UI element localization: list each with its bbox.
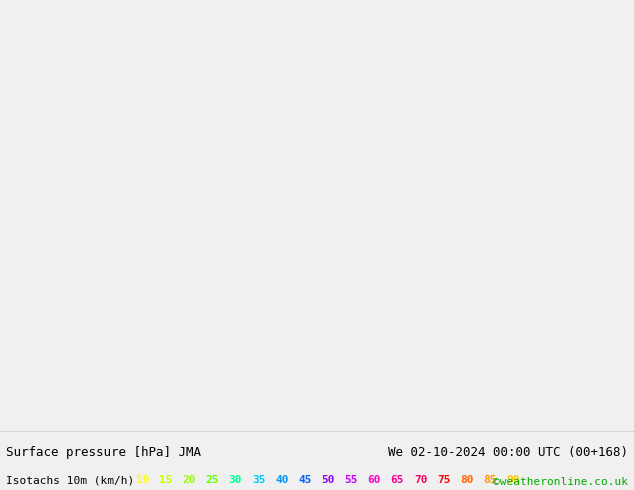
Text: 80: 80 [460,475,474,485]
Text: 75: 75 [437,475,450,485]
Text: 35: 35 [252,475,266,485]
Text: 50: 50 [321,475,335,485]
Text: 85: 85 [483,475,496,485]
Text: 90: 90 [507,475,520,485]
Text: 40: 40 [275,475,288,485]
Text: We 02-10-2024 00:00 UTC (00+168): We 02-10-2024 00:00 UTC (00+168) [387,446,628,459]
Text: 20: 20 [183,475,196,485]
Text: Surface pressure [hPa] JMA: Surface pressure [hPa] JMA [6,446,202,459]
Text: 65: 65 [391,475,404,485]
Text: 30: 30 [229,475,242,485]
Text: 45: 45 [298,475,312,485]
Text: 70: 70 [414,475,427,485]
Text: ©weatheronline.co.uk: ©weatheronline.co.uk [493,477,628,487]
Text: 25: 25 [205,475,219,485]
Text: 60: 60 [368,475,381,485]
Text: Isotachs 10m (km/h): Isotachs 10m (km/h) [6,475,134,485]
Text: 55: 55 [344,475,358,485]
Text: 15: 15 [159,475,173,485]
Text: 10: 10 [136,475,150,485]
